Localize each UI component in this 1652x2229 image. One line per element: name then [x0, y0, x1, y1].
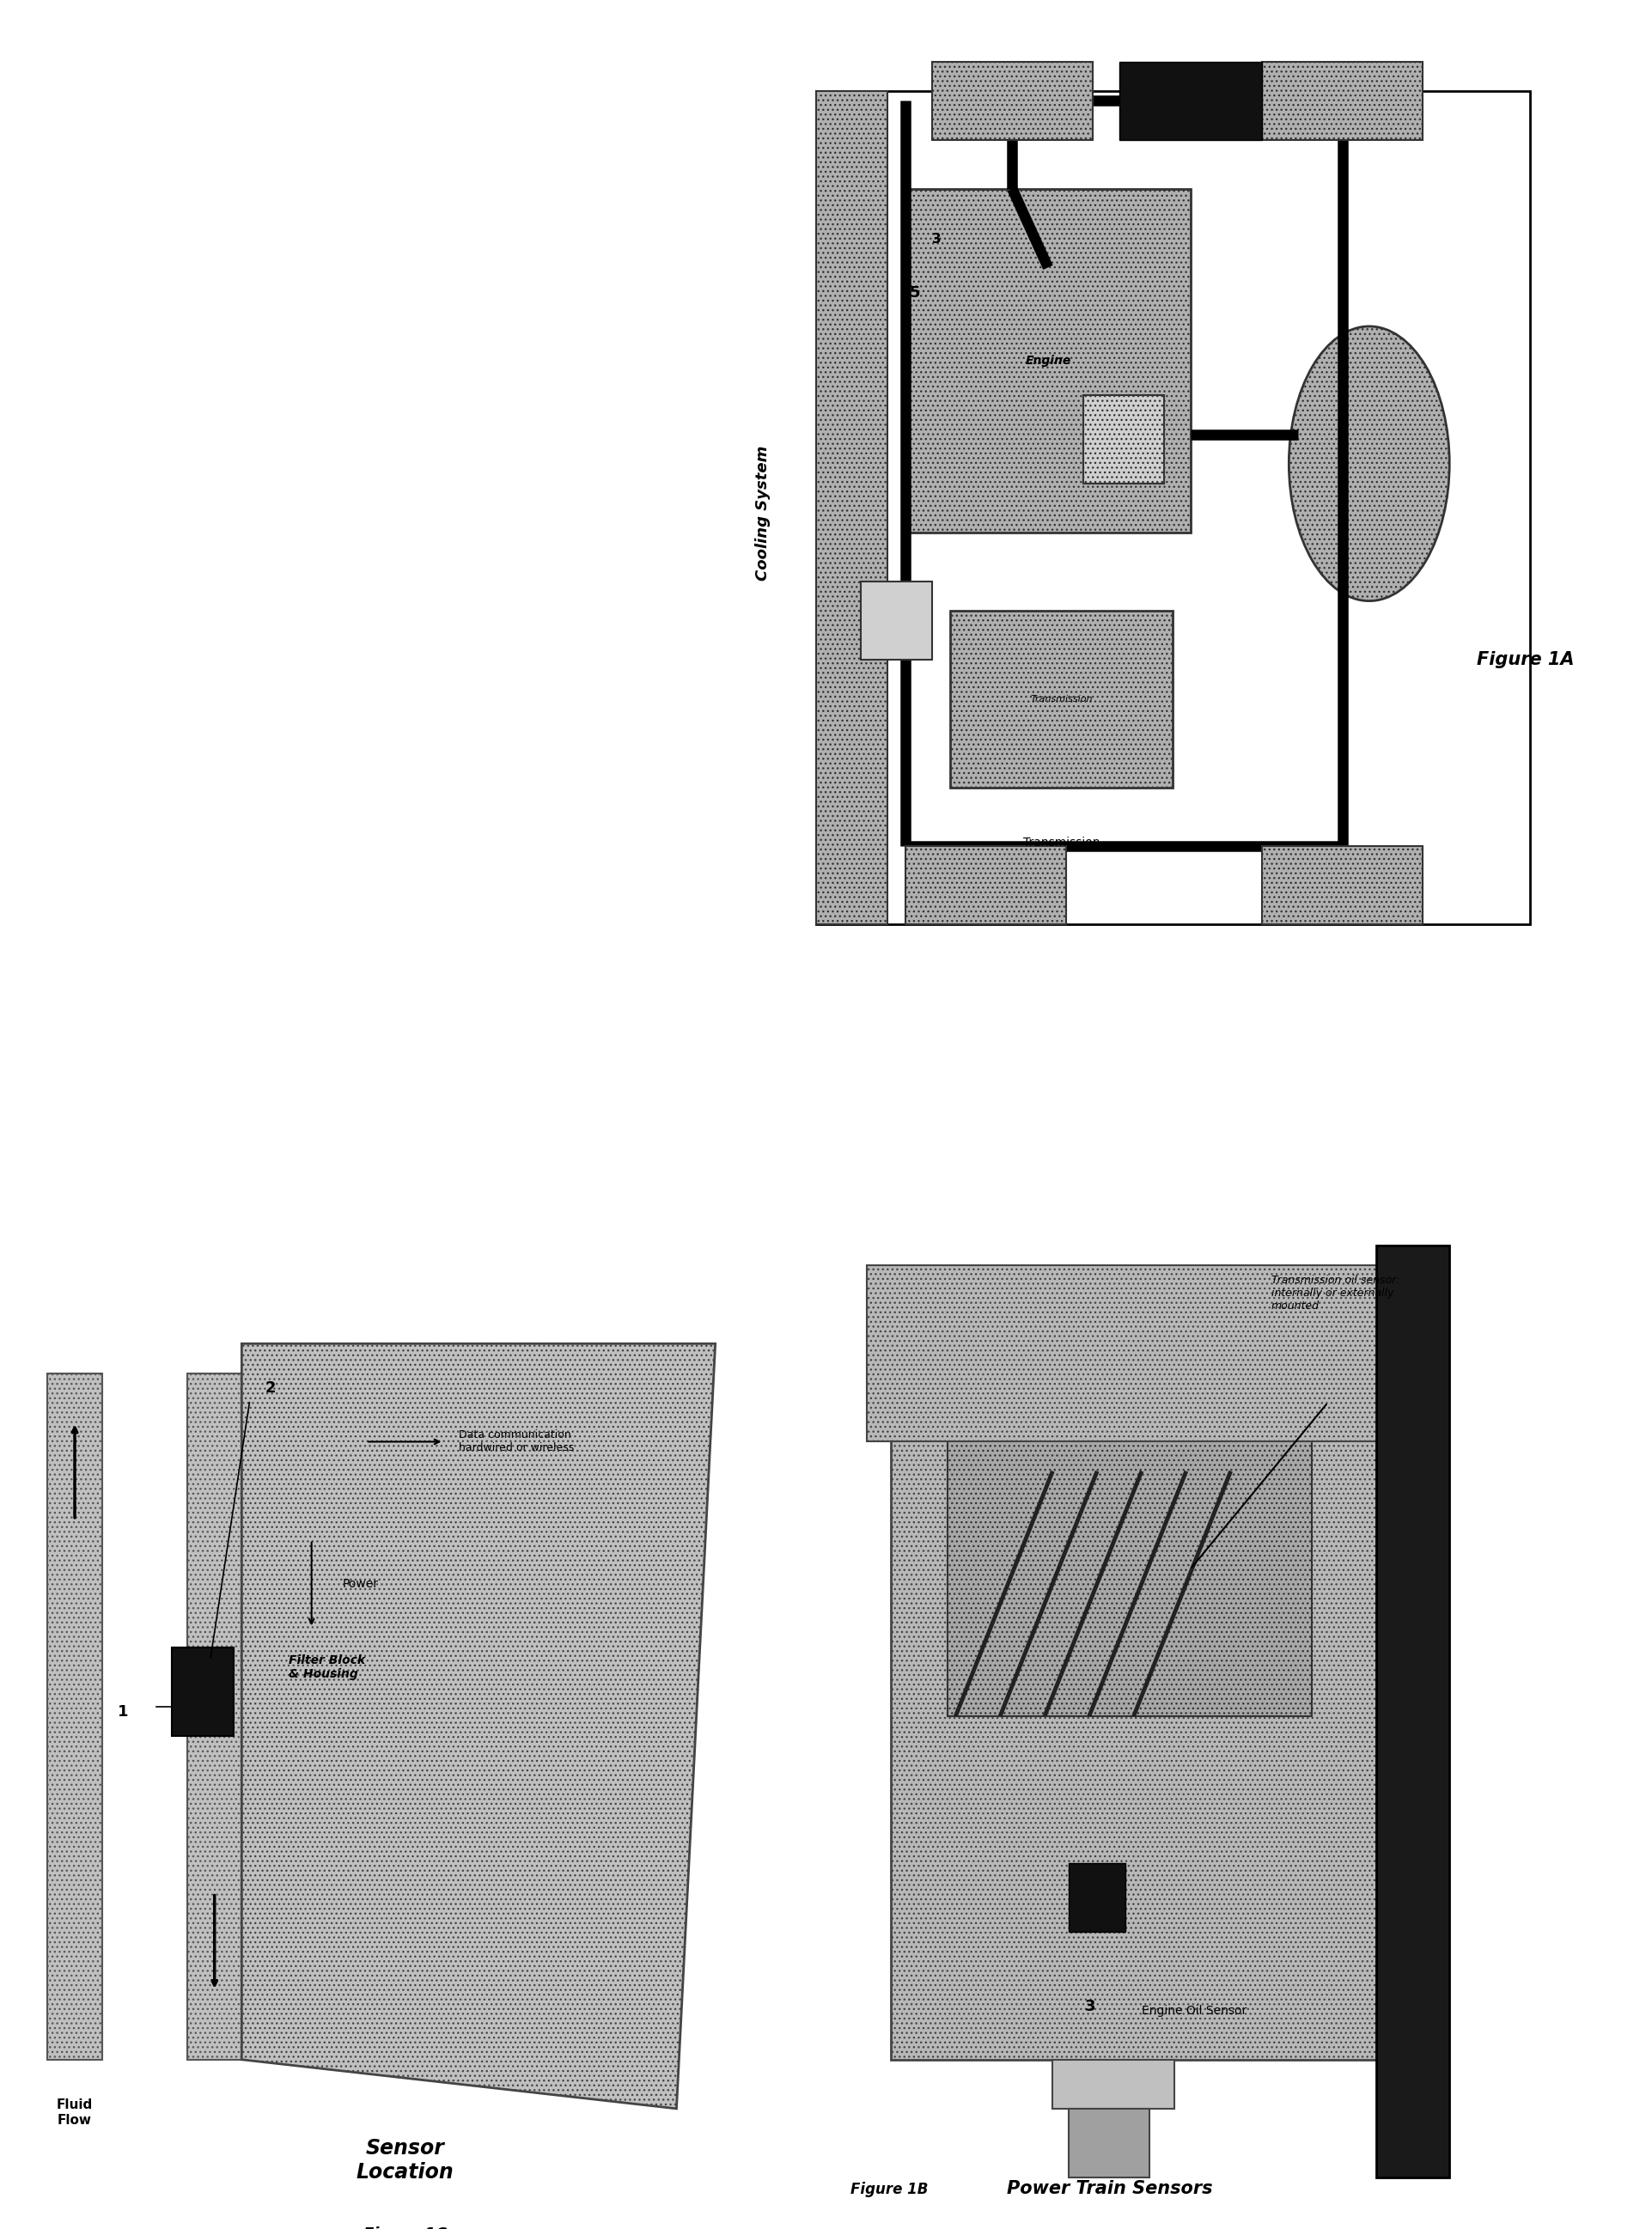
Bar — [816, 91, 1530, 925]
Bar — [1069, 1863, 1125, 1933]
Bar — [1376, 1246, 1449, 2178]
Bar — [187, 1373, 241, 2060]
Text: Figure 1B: Figure 1B — [851, 2182, 928, 2198]
Bar — [1069, 2109, 1150, 2178]
Text: Engine: Engine — [1026, 354, 1070, 366]
Text: Engine Oil Sensor: Engine Oil Sensor — [1142, 2004, 1247, 2017]
Polygon shape — [241, 1344, 715, 2109]
Bar — [816, 91, 887, 925]
Text: Power Train Sensors: Power Train Sensors — [1006, 2180, 1213, 2198]
Text: Figure 1A: Figure 1A — [1477, 651, 1574, 669]
Ellipse shape — [1289, 325, 1449, 602]
Bar — [890, 1373, 1376, 2060]
Text: Fluid
Flow: Fluid Flow — [56, 2100, 93, 2126]
Bar — [905, 189, 1191, 533]
Text: Power: Power — [342, 1578, 378, 1589]
Text: Cooling System: Cooling System — [755, 446, 770, 580]
Bar — [950, 611, 1173, 787]
Text: Transmission oil sensor:
internally or externally
mounted: Transmission oil sensor: internally or e… — [1272, 1275, 1399, 1313]
Bar — [1120, 62, 1262, 140]
Bar — [172, 1647, 235, 1736]
Text: 3: 3 — [1085, 1999, 1095, 2015]
Bar — [948, 1422, 1312, 1716]
Text: Figure 1C: Figure 1C — [363, 2227, 446, 2229]
Text: 2: 2 — [264, 1380, 276, 1395]
Text: Data communication
hardwired or wireless: Data communication hardwired or wireless — [459, 1429, 575, 1453]
Bar — [861, 582, 932, 660]
Bar — [932, 62, 1092, 140]
Bar — [867, 1266, 1393, 1442]
Text: Transmission: Transmission — [1031, 695, 1092, 704]
Text: 3: 3 — [932, 232, 942, 245]
Bar — [1084, 395, 1165, 484]
Text: Filter Block
& Housing: Filter Block & Housing — [289, 1654, 365, 1681]
Bar — [905, 847, 1066, 925]
Bar — [1262, 847, 1422, 925]
Bar — [1052, 2060, 1175, 2109]
Text: 5: 5 — [910, 285, 920, 301]
Text: 1: 1 — [117, 1705, 129, 1721]
Bar — [1262, 62, 1422, 140]
Text: Sensor
Location: Sensor Location — [355, 2138, 454, 2182]
Bar — [48, 1373, 102, 2060]
Text: Transmission: Transmission — [1023, 836, 1100, 849]
